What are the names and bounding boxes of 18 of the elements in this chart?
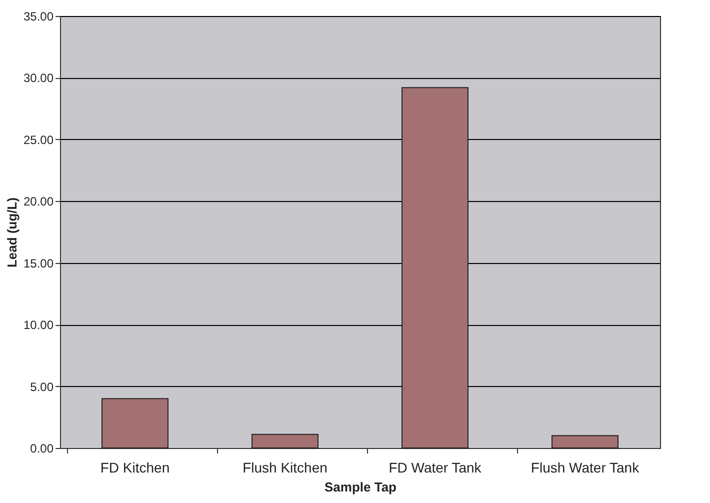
x-axis-title: Sample Tap (324, 480, 397, 494)
y-tick-label: 20.00 (23, 194, 54, 209)
y-tick-label: 0.00 (30, 442, 54, 456)
y-tick-label: 10.00 (23, 318, 54, 332)
bar (552, 435, 618, 448)
x-tick-label: FD Kitchen (100, 460, 170, 476)
bar (252, 434, 318, 448)
bar (102, 398, 168, 448)
y-tick-label: 15.00 (23, 256, 54, 270)
y-tick-label: 35.00 (23, 10, 54, 24)
x-tick-label: Flush Water Tank (530, 460, 640, 476)
y-tick-label: 25.00 (23, 132, 54, 147)
y-tick-label: 5.00 (30, 380, 54, 394)
y-tick-label: 30.00 (23, 71, 54, 86)
x-tick-label: FD Water Tank (388, 460, 482, 476)
x-tick-label: Flush Kitchen (242, 460, 328, 476)
y-axis-title: Lead (ug/L) (4, 197, 20, 268)
bar (402, 87, 468, 448)
